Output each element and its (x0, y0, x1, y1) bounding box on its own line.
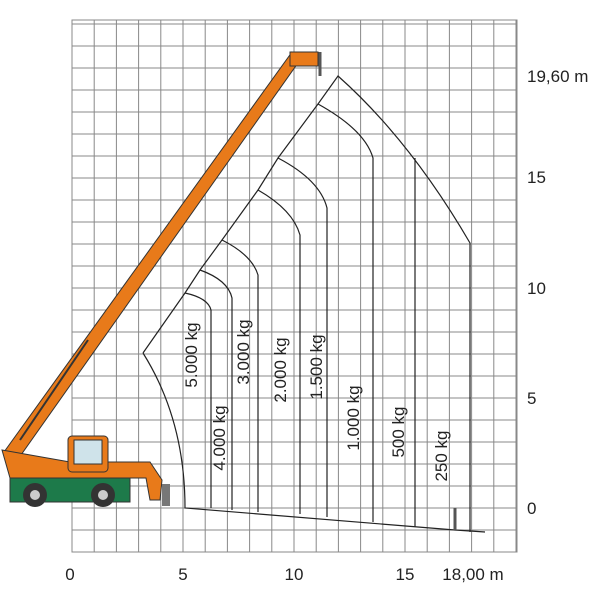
zone-label: 4.000 kg (210, 405, 229, 470)
y-tick-label: 0 (527, 499, 536, 518)
labels: 0 5 10 15 18,00 m 0 5 10 15 19,60 m 5.000 kg 4.000 … (65, 67, 588, 584)
zone-label: 5.000 kg (182, 322, 201, 387)
x-tick-label: 5 (178, 565, 187, 584)
zone-label: 3.000 kg (234, 319, 253, 384)
plot-frame (71, 19, 518, 553)
zone-label: 250 kg (432, 430, 451, 481)
crane (1, 51, 457, 530)
zone-label: 2.000 kg (271, 337, 290, 402)
zone-label: 500 kg (389, 406, 408, 457)
y-tick-label: 5 (527, 389, 536, 408)
x-tick-label: 10 (285, 565, 304, 584)
zone-lines (184, 103, 416, 527)
y-tick-label: 19,60 m (527, 67, 588, 86)
envelope-inner (142, 352, 486, 533)
load-envelope (142, 75, 471, 532)
zone-label: 1.500 kg (307, 334, 326, 399)
x-tick-label: 18,00 m (442, 565, 503, 584)
y-tick-label: 10 (527, 279, 546, 298)
zone-label: 1.000 kg (344, 385, 363, 450)
x-tick-label: 15 (396, 565, 415, 584)
y-tick-label: 15 (527, 168, 546, 187)
grid (71, 20, 517, 553)
x-tick-label: 0 (65, 565, 74, 584)
